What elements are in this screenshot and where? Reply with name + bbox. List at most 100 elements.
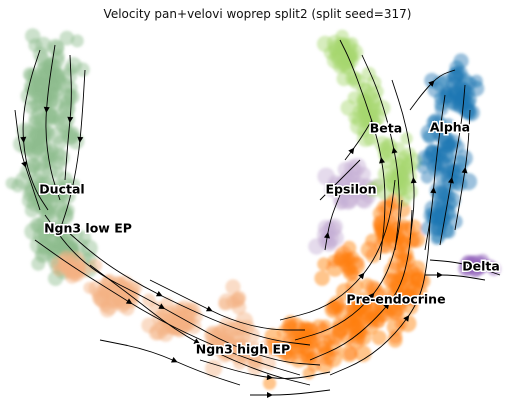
- cell-point: [324, 349, 343, 368]
- cell-point: [29, 99, 42, 112]
- cell-point: [282, 333, 298, 350]
- streamline-arrowhead: [358, 272, 365, 280]
- cell-point: [306, 350, 319, 364]
- cell-point: [104, 293, 120, 309]
- cell-point: [399, 161, 412, 175]
- cell-point: [28, 111, 43, 125]
- streamline: [249, 389, 331, 396]
- streamline: [309, 209, 413, 361]
- cell-point: [399, 314, 417, 333]
- cell-point: [29, 217, 46, 233]
- streamline-arrowhead: [193, 338, 201, 344]
- streamline-arrowhead: [67, 116, 74, 123]
- streamline-arrowhead: [368, 292, 375, 300]
- cell-point: [357, 129, 375, 147]
- streamline: [14, 109, 41, 211]
- cell-point: [34, 247, 51, 264]
- chart-title: Velocity pan+velovi woprep split2 (split…: [103, 7, 412, 21]
- streamline: [429, 259, 501, 276]
- streamline-arrowhead: [430, 187, 437, 194]
- cluster-label-delta: Delta: [462, 259, 500, 274]
- cell-point: [83, 281, 96, 294]
- cell-point: [461, 105, 477, 121]
- cell-point: [59, 30, 75, 46]
- cell-point: [129, 281, 143, 295]
- cell-point: [417, 149, 434, 167]
- streamline-arrowhead: [428, 80, 435, 87]
- cell-point: [429, 221, 445, 237]
- cell-point: [455, 149, 473, 167]
- cell-point: [404, 300, 419, 315]
- streamline-arrowhead: [348, 147, 355, 155]
- streamline: [64, 54, 72, 181]
- cell-point: [374, 100, 391, 116]
- cell-point: [337, 161, 354, 178]
- cell-point: [110, 276, 128, 294]
- cell-point: [368, 116, 383, 130]
- cell-point: [468, 261, 482, 275]
- cell-point: [440, 89, 454, 104]
- streamline: [89, 264, 311, 386]
- cell-point: [437, 131, 455, 149]
- cell-point: [315, 323, 331, 339]
- cell-point: [235, 312, 254, 330]
- cell-point: [388, 279, 403, 294]
- cell-point: [383, 261, 402, 280]
- cell-point: [70, 34, 84, 48]
- cell-point: [169, 307, 182, 320]
- cell-point: [354, 345, 372, 363]
- cell-point: [53, 149, 70, 166]
- cell-point: [49, 40, 65, 56]
- streamline-arrowhead: [77, 136, 84, 143]
- cell-point: [302, 367, 316, 380]
- streamline: [279, 179, 396, 321]
- cell-point: [436, 146, 455, 165]
- streamline-arrowhead: [266, 374, 273, 381]
- cell-point: [88, 258, 103, 273]
- cell-point: [61, 127, 79, 145]
- cell-point: [340, 344, 358, 363]
- cell-point: [63, 63, 77, 77]
- cell-point: [262, 356, 276, 371]
- streamline-arrowhead: [461, 167, 468, 174]
- cell-point: [342, 315, 361, 333]
- streamline-arrowhead: [379, 157, 385, 164]
- cell-point: [66, 178, 82, 193]
- cluster-label-beta: Beta: [370, 121, 402, 136]
- streamline-arrowhead: [391, 147, 398, 154]
- streamline: [361, 54, 400, 251]
- cell-point: [314, 270, 330, 286]
- cell-point: [44, 57, 57, 70]
- streamline-arrowhead: [43, 106, 50, 113]
- cell-point: [41, 108, 59, 125]
- cell-point: [205, 359, 223, 377]
- cell-point: [402, 289, 418, 304]
- cell-point: [379, 154, 395, 169]
- cell-point: [36, 187, 50, 202]
- cell-point: [368, 286, 386, 305]
- cell-point: [41, 75, 60, 94]
- streamline-arrowhead: [448, 177, 454, 184]
- cell-point: [365, 233, 380, 249]
- streamline: [44, 214, 321, 366]
- cell-point: [26, 143, 43, 161]
- streamline-arrowhead: [324, 232, 330, 239]
- streamline-arrowhead: [158, 303, 166, 309]
- cluster-label-ductal: Ductal: [39, 182, 84, 197]
- cluster-label-ngn3-low-ep: Ngn3 low EP: [44, 221, 132, 236]
- streamline: [99, 339, 241, 386]
- cluster-label-epsilon: Epsilon: [326, 182, 377, 197]
- cell-point: [380, 200, 396, 216]
- cell-point: [326, 229, 344, 247]
- streamline-arrowhead: [437, 272, 443, 278]
- cell-point: [371, 178, 386, 193]
- cell-point: [265, 338, 282, 355]
- streamline-arrowhead: [403, 315, 410, 322]
- cell-point: [58, 250, 76, 268]
- cell-point: [432, 75, 449, 93]
- cell-point: [221, 336, 238, 353]
- streamline: [454, 109, 471, 231]
- streamline-arrowhead: [156, 291, 163, 297]
- cluster-labels: Ductal Ngn3 low EP Ngn3 high EP Pre-endocri…: [38, 118, 501, 358]
- streamline-arrowhead: [383, 302, 390, 310]
